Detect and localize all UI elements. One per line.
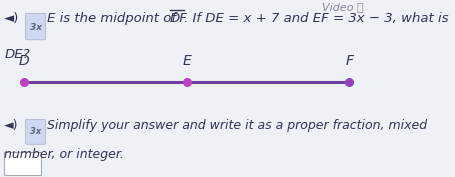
Text: E: E	[182, 54, 191, 68]
Text: Simplify your answer and write it as a proper fraction, mixed: Simplify your answer and write it as a p…	[47, 119, 427, 132]
FancyBboxPatch shape	[25, 13, 46, 40]
Text: ◄): ◄)	[5, 12, 20, 25]
FancyBboxPatch shape	[5, 152, 41, 175]
Text: DE?: DE?	[5, 48, 30, 61]
Text: D: D	[19, 54, 29, 68]
FancyBboxPatch shape	[25, 119, 46, 144]
Text: number, or integer.: number, or integer.	[5, 148, 124, 161]
Text: 3x: 3x	[30, 127, 41, 136]
Text: E is the midpoint of: E is the midpoint of	[47, 12, 180, 25]
Text: Video Ⓑ: Video Ⓑ	[322, 2, 364, 12]
Text: 3x: 3x	[30, 23, 42, 32]
Text: F: F	[345, 54, 353, 68]
Text: ◄): ◄)	[5, 119, 19, 132]
Text: DF: DF	[170, 12, 188, 25]
Text: . If DE = x + 7 and EF = 3x − 3, what is: . If DE = x + 7 and EF = 3x − 3, what is	[184, 12, 449, 25]
